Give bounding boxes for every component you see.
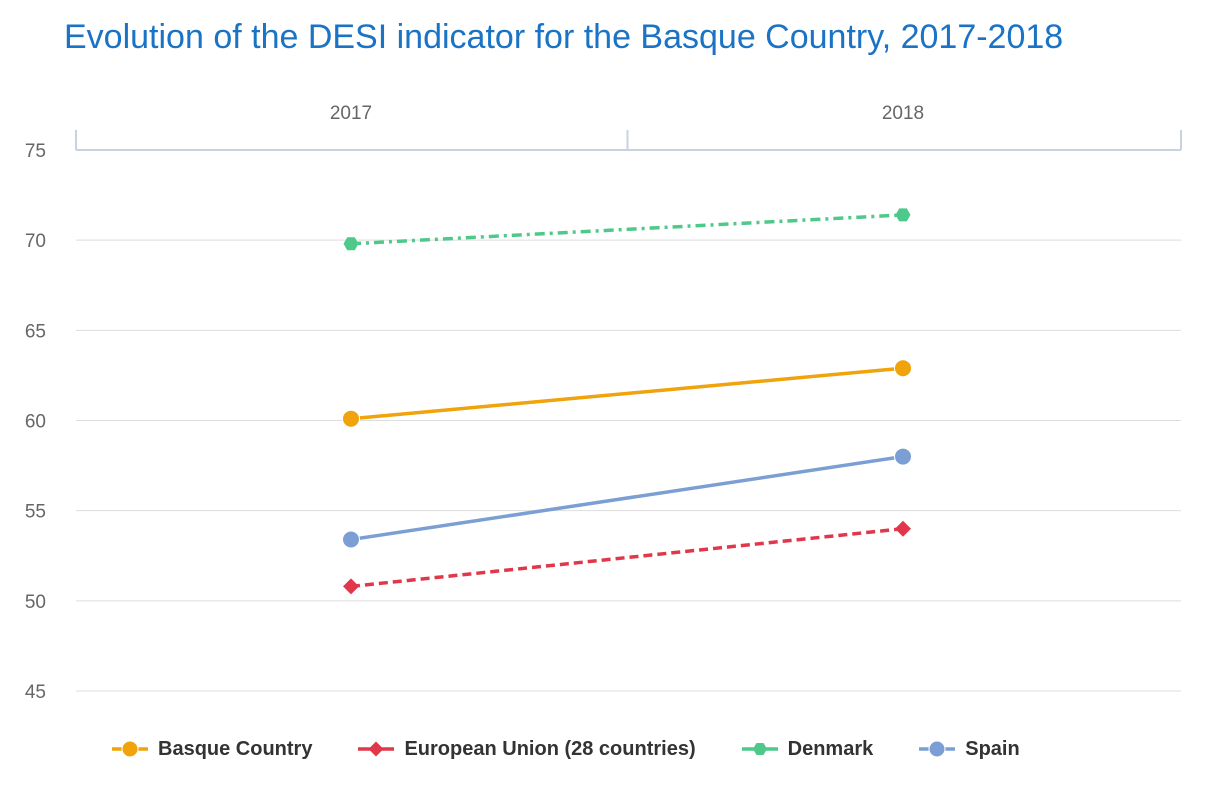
legend-item[interactable]: Denmark	[741, 737, 874, 761]
y-tick-label: 70	[25, 231, 46, 252]
legend-label: Basque Country	[158, 737, 313, 760]
gridlines	[76, 149, 1181, 692]
series-line	[350, 526, 904, 589]
series-line	[350, 213, 904, 246]
legend-swatch	[112, 740, 148, 758]
data-point	[895, 208, 911, 222]
legend-item[interactable]: European Union (28 countries)	[358, 737, 696, 761]
legend-swatch	[358, 741, 395, 757]
legend-swatch	[919, 740, 956, 758]
series-line	[350, 366, 904, 421]
chart-title: Evolution of the DESI indicator for the …	[64, 18, 1064, 56]
series-3	[342, 447, 912, 549]
series-0	[342, 359, 912, 428]
x-axis: 2017 2018	[75, 103, 1182, 150]
series-1	[343, 520, 911, 595]
legend-label: European Union (28 countries)	[404, 737, 696, 760]
data-point	[894, 359, 912, 378]
legend-item[interactable]: Basque Country	[112, 738, 312, 761]
legend-marker	[368, 741, 384, 757]
data-point	[343, 237, 359, 251]
data-point	[895, 520, 911, 537]
legend-label: Denmark	[787, 737, 874, 760]
data-point	[342, 409, 360, 428]
legend: Basque Country European Union (28 countri…	[112, 733, 1066, 765]
legend-marker	[928, 740, 946, 758]
data-point	[343, 578, 359, 595]
series-line	[350, 454, 904, 542]
data-point	[894, 447, 912, 466]
y-axis: 45 50 55 60 65 70 75	[25, 141, 46, 703]
y-tick-label: 75	[25, 141, 46, 162]
y-tick-label: 60	[25, 412, 46, 433]
legend-item[interactable]: Spain	[919, 737, 1020, 761]
legend-label: Spain	[965, 737, 1020, 760]
y-tick-label: 50	[25, 592, 46, 613]
series-layer	[342, 208, 912, 595]
y-tick-label: 55	[25, 502, 46, 523]
y-tick-label: 45	[25, 682, 46, 703]
y-tick-label: 65	[25, 321, 46, 342]
legend-swatch	[741, 742, 778, 756]
x-tick-label: 2017	[330, 103, 372, 124]
x-tick-label: 2018	[882, 103, 924, 124]
legend-marker	[121, 740, 139, 758]
legend-marker	[752, 742, 767, 756]
series-2	[343, 208, 911, 251]
data-point	[342, 530, 360, 549]
